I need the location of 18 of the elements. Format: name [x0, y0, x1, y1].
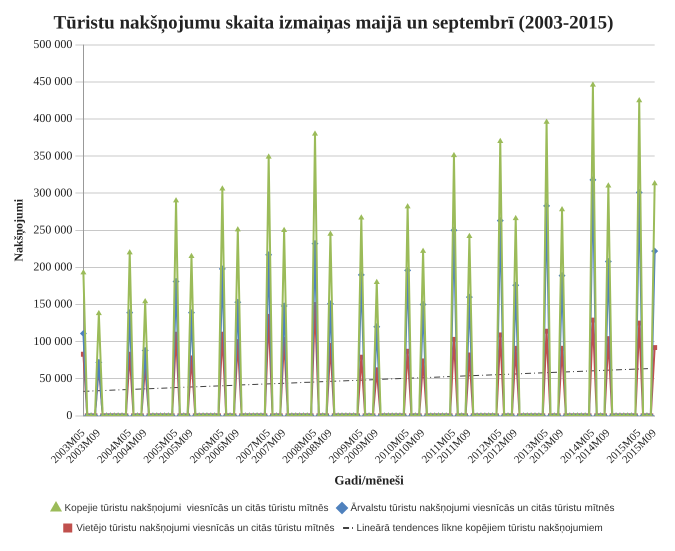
- legend-label: Vietējo tūristu nakšņojumi viesnīcās un citās tūristu mītnēs: [76, 522, 335, 534]
- legend-label: Lineārā tendences līkne kopējiem tūristu nakšņojumiem: [356, 522, 603, 534]
- y-tick-label: 0: [66, 408, 72, 422]
- y-tick-label: 300 000: [33, 185, 72, 200]
- y-tick-label: 200 000: [33, 260, 72, 274]
- y-tick-label: 150 000: [33, 296, 72, 311]
- y-tick-label: 50 000: [39, 370, 72, 385]
- y-tick-label: 350 000: [33, 148, 72, 162]
- y-tick-label: 100 000: [33, 334, 72, 348]
- y-tick-label: 400 000: [33, 111, 72, 126]
- y-axis-title: Nakšņojumi: [11, 198, 26, 262]
- y-tick-label: 450 000: [33, 74, 72, 88]
- legend-label: Ārvalstu tūristu nakšņojumi viesnīcās un citās tūristu mītnēs: [350, 502, 615, 514]
- y-tick-label: 250 000: [33, 222, 72, 236]
- y-tick-label: 500 000: [33, 36, 72, 51]
- legend-label: Kopejie tūristu nakšņojumi viesnīcās un citās tūristu mītnēs: [64, 502, 329, 514]
- x-axis-title: Gadi/mēneši: [334, 472, 404, 488]
- chart-title: Tūristu nakšņojumu skaita izmaiņas maijā un septembrī (2003-2015): [53, 12, 614, 34]
